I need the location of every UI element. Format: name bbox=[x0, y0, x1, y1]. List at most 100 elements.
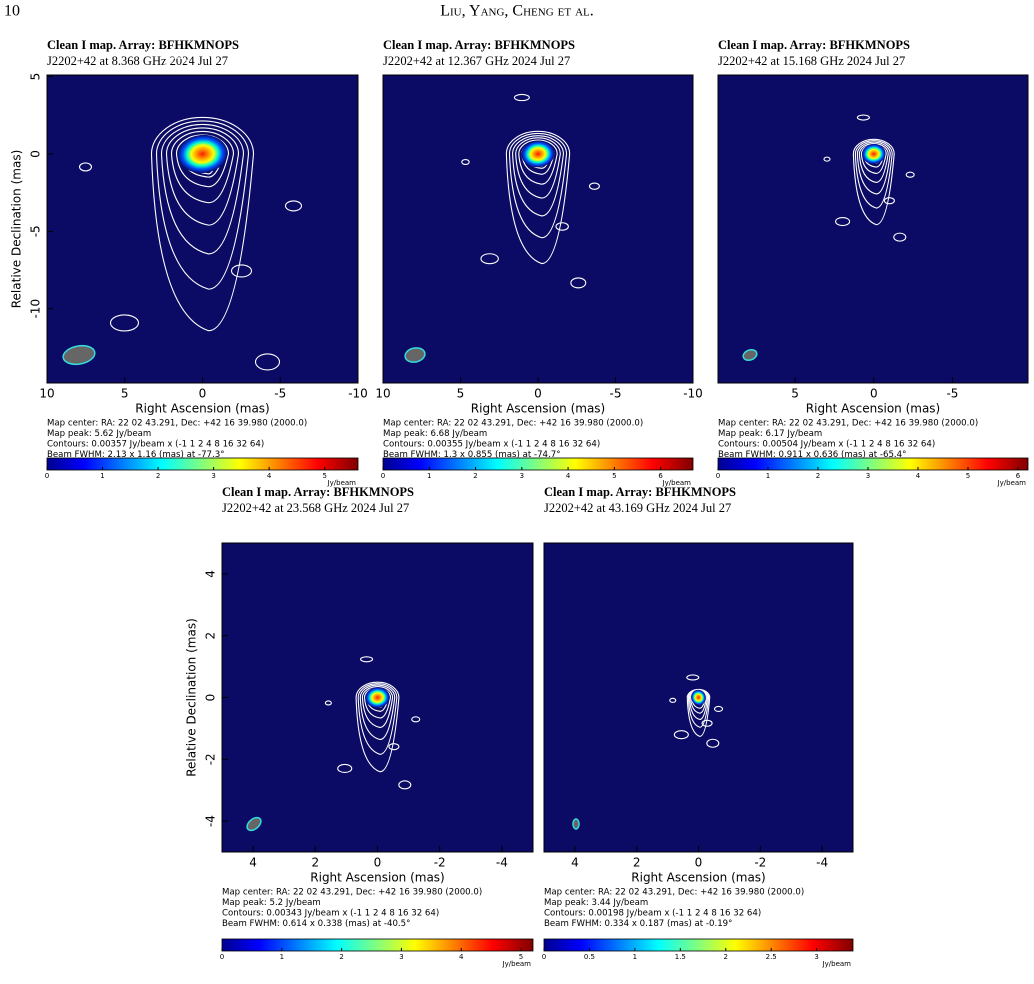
x-tick-label: -10 bbox=[683, 387, 703, 401]
map-info: Map peak: 5.2 Jy/beam bbox=[222, 898, 321, 908]
contour bbox=[713, 705, 724, 712]
map-subtitle: J2202+42 at 23.568 GHz 2024 Jul 27 bbox=[222, 501, 409, 515]
colorbar-tick-label: 1.5 bbox=[675, 953, 686, 961]
contour bbox=[165, 127, 240, 226]
contour bbox=[686, 688, 711, 737]
contour bbox=[854, 140, 893, 209]
map-title: Clean I map. Array: BFHKMNOPS bbox=[718, 38, 910, 52]
contour bbox=[512, 135, 564, 217]
contour bbox=[109, 314, 140, 332]
colorbar-tick-label: 4 bbox=[459, 953, 464, 961]
x-tick-label: 2 bbox=[311, 856, 319, 870]
map-info: Beam FWHM: 0.334 x 0.187 (mas) at -0.19° bbox=[544, 919, 732, 929]
contour bbox=[78, 162, 93, 172]
map-info: Map peak: 5.62 Jy/beam bbox=[47, 429, 151, 439]
x-tick-label: 5 bbox=[791, 387, 799, 401]
contour bbox=[359, 684, 396, 741]
y-tick-label: -5 bbox=[29, 225, 43, 237]
map-info: Map center: RA: 22 02 43.291, Dec: +42 1… bbox=[544, 888, 804, 898]
colorbar-tick-label: 5 bbox=[519, 953, 523, 961]
contour bbox=[360, 656, 374, 663]
contour bbox=[411, 716, 421, 723]
colorbar-unit: Jy/beam bbox=[662, 479, 692, 487]
colorbar-tick-label: 1 bbox=[427, 472, 431, 480]
x-axis-label: Right Ascension (mas) bbox=[631, 871, 765, 885]
y-tick-label: -2 bbox=[204, 753, 218, 765]
x-axis-label: Right Ascension (mas) bbox=[135, 402, 269, 416]
x-tick-label: 0 bbox=[695, 856, 703, 870]
contours bbox=[324, 656, 421, 790]
contour bbox=[150, 116, 255, 332]
colorbar-tick-label: 3 bbox=[866, 472, 870, 480]
map-subtitle: J2202+42 at 15.168 GHz 2024 Jul 27 bbox=[718, 54, 905, 68]
x-tick-label: -5 bbox=[610, 387, 622, 401]
colorbar-tick-label: 6 bbox=[1016, 472, 1021, 480]
contour bbox=[160, 123, 245, 255]
x-axis-label: Right Ascension (mas) bbox=[471, 402, 605, 416]
y-tick-label: -4 bbox=[204, 815, 218, 827]
contour bbox=[480, 253, 499, 265]
x-tick-label: -10 bbox=[348, 387, 368, 401]
x-tick-label: 5 bbox=[457, 387, 465, 401]
colorbar-tick-label: 2 bbox=[816, 472, 820, 480]
contours bbox=[823, 114, 915, 242]
contour bbox=[513, 93, 530, 102]
y-tick-label: 0 bbox=[29, 150, 43, 158]
beam bbox=[742, 348, 758, 362]
contour bbox=[856, 141, 891, 195]
contour bbox=[175, 134, 230, 188]
colorbar-tick-label: 0 bbox=[542, 953, 546, 961]
map-info: Beam FWHM: 0.911 x 0.636 (mas) at -65.4° bbox=[718, 450, 906, 460]
y-tick-label: 5 bbox=[29, 73, 43, 81]
x-axis-label: Right Ascension (mas) bbox=[806, 402, 940, 416]
colorbar-tick-label: 5 bbox=[612, 472, 616, 480]
colorbar-tick-label: 0 bbox=[45, 472, 49, 480]
contour bbox=[388, 743, 400, 751]
contour bbox=[284, 200, 303, 212]
map-title: Clean I map. Array: BFHKMNOPS bbox=[544, 485, 736, 499]
colorbar-tick-label: 2 bbox=[473, 472, 477, 480]
colorbar-tick-label: 4 bbox=[566, 472, 571, 480]
x-tick-label: -2 bbox=[434, 856, 446, 870]
map-info: Contours: 0.00198 Jy/beam x (-1 1 2 4 8 … bbox=[544, 909, 761, 919]
map-info: Map peak: 6.68 Jy/beam bbox=[383, 429, 487, 439]
map-background bbox=[382, 74, 694, 384]
contour bbox=[355, 681, 400, 773]
map-info: Map center: RA: 22 02 43.291, Dec: +42 1… bbox=[383, 419, 643, 429]
colorbar-unit: Jy/beam bbox=[502, 960, 532, 968]
contour bbox=[361, 686, 394, 728]
contour bbox=[508, 132, 568, 239]
colorbar-tick-label: 0 bbox=[381, 472, 385, 480]
running-header: Liu, Yang, Cheng et al. bbox=[440, 3, 594, 20]
contour bbox=[570, 277, 587, 289]
colorbar-tick-label: 4 bbox=[267, 472, 272, 480]
colorbar-tick-label: 5 bbox=[322, 472, 326, 480]
colorbar-tick-label: 4 bbox=[916, 472, 921, 480]
map-info: Map center: RA: 22 02 43.291, Dec: +42 1… bbox=[718, 419, 978, 429]
colorbar-tick-label: 3 bbox=[814, 953, 818, 961]
x-tick-label: -2 bbox=[754, 856, 766, 870]
y-tick-label: -10 bbox=[29, 299, 43, 319]
colorbar-tick-label: 2 bbox=[339, 953, 343, 961]
core bbox=[365, 687, 390, 708]
colorbar-tick-label: 6 bbox=[658, 472, 663, 480]
beam bbox=[572, 818, 580, 830]
contour bbox=[324, 700, 332, 706]
y-axis-label: Relative Declination (mas) bbox=[10, 150, 24, 309]
colorbar-tick-label: 1 bbox=[633, 953, 637, 961]
contour bbox=[835, 216, 851, 227]
x-tick-label: 10 bbox=[375, 387, 390, 401]
colorbar-unit: Jy/beam bbox=[822, 960, 852, 968]
map-info: Map center: RA: 22 02 43.291, Dec: +42 1… bbox=[222, 888, 482, 898]
map-info: Contours: 0.00343 Jy/beam x (-1 1 2 4 8 … bbox=[222, 909, 439, 919]
contour bbox=[852, 138, 895, 226]
colorbar bbox=[543, 938, 854, 952]
colorbar bbox=[717, 457, 1029, 471]
contour bbox=[461, 158, 470, 166]
map-subtitle: J2202+42 at 8.368 GHz 2024 Jul 27 bbox=[47, 54, 228, 68]
x-tick-label: 10 bbox=[39, 387, 54, 401]
map-info: Contours: 0.00355 Jy/beam x (-1 1 2 4 8 … bbox=[383, 440, 600, 450]
map-background bbox=[46, 74, 359, 384]
colorbar-tick-label: 1 bbox=[280, 953, 284, 961]
colorbar-unit: Jy/beam bbox=[327, 479, 357, 487]
